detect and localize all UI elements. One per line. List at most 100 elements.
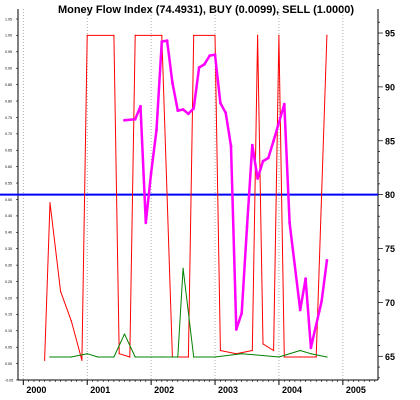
data-point (165, 39, 169, 42)
left-tick-label: 0.25 (5, 280, 12, 284)
data-point (299, 356, 301, 358)
left-tick-label: 0.65 (5, 149, 12, 153)
left-tick-label: 0.20 (5, 296, 12, 300)
left-tick-label: 0.05 (5, 345, 12, 349)
left-tick-label: 0.50 (5, 198, 12, 202)
data-point (272, 139, 275, 143)
data-point (60, 290, 62, 292)
data-point (86, 34, 88, 37)
data-point (176, 109, 180, 112)
data-point (161, 34, 163, 37)
data-point (208, 54, 212, 57)
left-tick-label: 1.05 (5, 17, 12, 21)
tick-labels: 2000 2001 2002 2003 2004 2005 1.05 1.00 0.95 0.90… (5, 17, 395, 395)
data-point (49, 202, 51, 204)
left-tick-label: 0.00 (5, 362, 12, 366)
data-point (240, 311, 244, 315)
data-point (44, 359, 46, 361)
left-tick-label: 0.75 (5, 116, 12, 120)
data-point (113, 34, 115, 37)
x-tick-label: 2004 (282, 385, 302, 395)
data-point (213, 53, 217, 56)
data-point (326, 34, 328, 37)
data-point (70, 356, 72, 358)
data-point (193, 356, 195, 358)
chart-title: Money Flow Index (74.4931), BUY (0.0099)… (58, 4, 354, 16)
data-point (262, 343, 264, 345)
left-tick-label: 0.45 (5, 214, 12, 218)
x-tick-label: 2000 (26, 385, 46, 395)
data-point (197, 66, 201, 69)
x-tick-label: 2001 (90, 385, 110, 395)
right-tick-label: 75 (385, 244, 395, 254)
data-point (181, 108, 185, 111)
data-point (234, 328, 238, 331)
data-point (187, 112, 190, 116)
data-point (283, 356, 285, 358)
data-point (203, 62, 206, 66)
left-tick-label: 0.85 (5, 83, 12, 87)
data-point (134, 356, 136, 358)
right-tick-label: 90 (385, 82, 395, 92)
data-point (325, 259, 329, 262)
right-tick-label: 95 (385, 29, 395, 39)
data-point (241, 353, 243, 355)
left-tick-label: 0.15 (5, 313, 12, 317)
left-tick-label: 0.35 (5, 247, 12, 251)
data-point (278, 34, 280, 37)
data-point (161, 356, 163, 358)
x-tick-label: 2002 (154, 385, 174, 395)
data-point (118, 353, 120, 355)
left-tick-label: 0.10 (5, 329, 12, 333)
left-tick-label: 0.80 (5, 99, 12, 103)
data-point (139, 104, 142, 108)
data-point (326, 356, 328, 358)
data-point (299, 349, 301, 352)
data-point (219, 349, 221, 352)
data-point (177, 356, 179, 358)
data-point (129, 356, 131, 358)
left-tick-label: 0.30 (5, 263, 12, 267)
data-point (219, 101, 222, 105)
data-point (320, 299, 323, 303)
left-tick-label: 0.95 (5, 50, 12, 54)
data-point (214, 356, 216, 358)
data-point (266, 156, 270, 160)
series-line-0 (44, 34, 328, 361)
data-point (224, 111, 228, 115)
left-tick-label: 1.00 (5, 34, 12, 38)
data-point (134, 34, 136, 37)
data-point (245, 225, 249, 229)
data-point (282, 102, 286, 106)
data-point (187, 356, 189, 358)
data-point (298, 308, 302, 312)
data-point (315, 356, 317, 358)
data-point (49, 356, 51, 358)
data-point (250, 143, 254, 147)
right-tick-label: 80 (385, 190, 395, 200)
right-tick-label: 65 (385, 352, 395, 362)
left-tick-label: -0.05 (5, 378, 13, 382)
data-point (123, 118, 126, 122)
right-tick-label: 70 (385, 298, 395, 308)
data-point (278, 356, 280, 358)
data-point (144, 221, 148, 225)
left-tick-label: 0.55 (5, 181, 12, 185)
data-point (97, 356, 99, 358)
data-point (133, 117, 137, 121)
right-tick-label: 85 (385, 136, 395, 146)
x-tick-label: 2003 (218, 385, 238, 395)
data-point (256, 177, 259, 180)
data-point (229, 144, 233, 148)
left-tick-label: 0.90 (5, 67, 12, 71)
left-tick-label: 0.70 (5, 132, 12, 136)
data-point (182, 267, 184, 269)
data-point (214, 34, 216, 37)
data-point (304, 277, 307, 281)
data-point (288, 221, 291, 225)
axes (16, 9, 383, 385)
data-point (155, 128, 158, 132)
data-point (86, 353, 88, 355)
data-point (257, 34, 259, 37)
